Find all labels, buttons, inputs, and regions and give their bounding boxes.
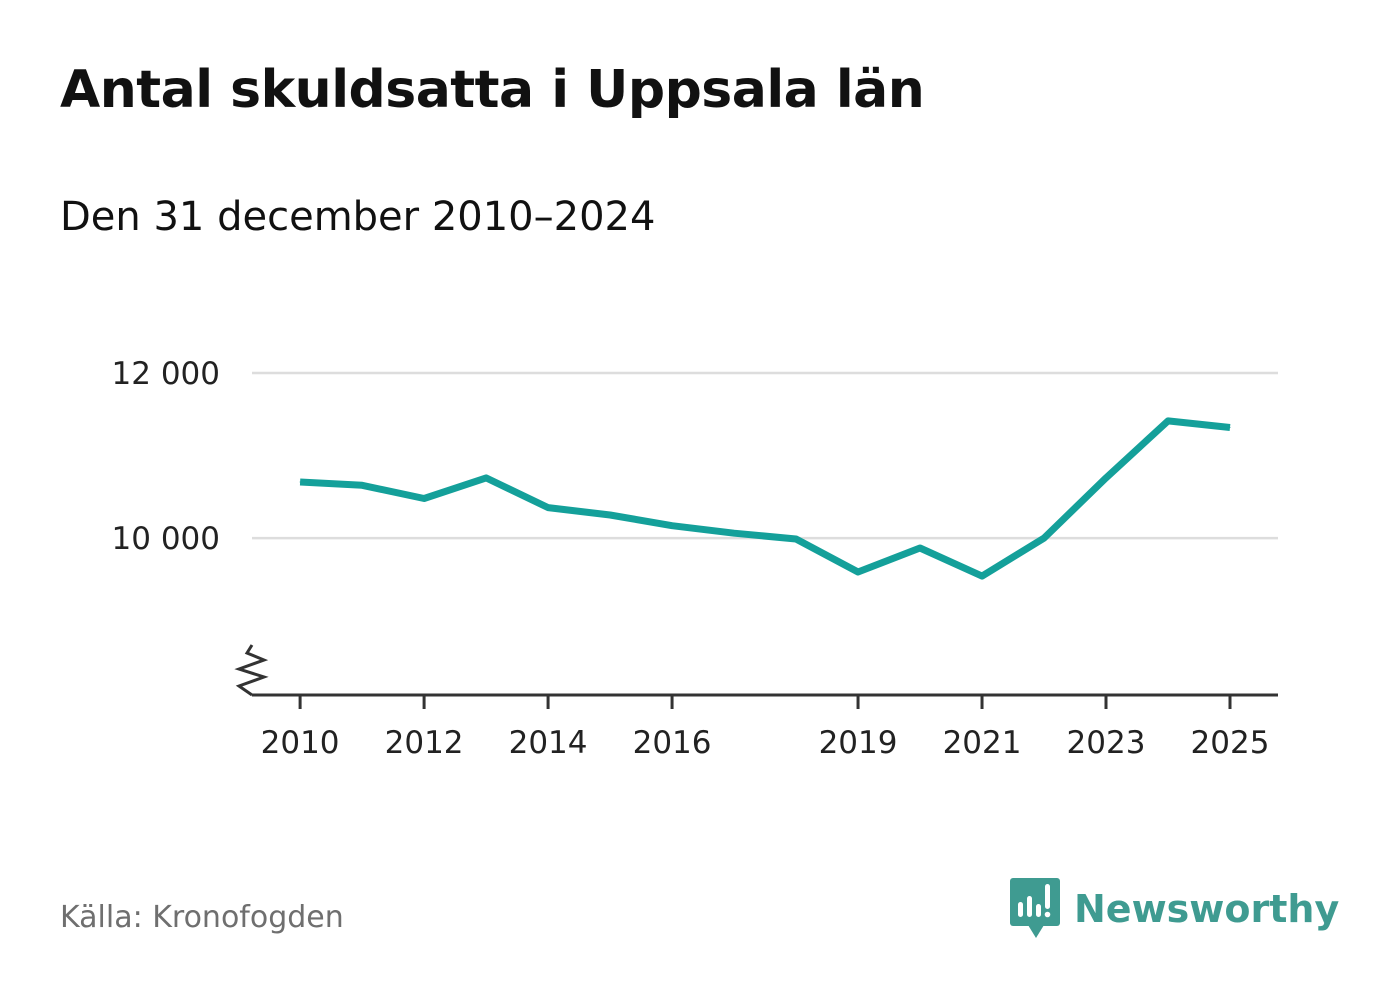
brand-logo: Newsworthy bbox=[1010, 878, 1339, 940]
data-point-2012 bbox=[423, 497, 425, 499]
y-axis-break-zigzag bbox=[234, 644, 269, 697]
x-tick-label-2023: 2023 bbox=[1067, 725, 1146, 761]
y-tick-labels: 10 000 12 000 bbox=[112, 356, 220, 557]
x-tick-label-2010: 2010 bbox=[261, 725, 340, 761]
data-point-2014 bbox=[547, 507, 549, 509]
chart-title: Antal skuldsatta i Uppsala län bbox=[60, 60, 925, 120]
source-note: Källa: Kronofogden bbox=[60, 900, 344, 935]
y-tick-label-10000: 10 000 bbox=[112, 521, 220, 557]
x-tick-label-2014: 2014 bbox=[509, 725, 588, 761]
gridlines bbox=[252, 371, 1278, 540]
y-tick-label-12000: 12 000 bbox=[112, 356, 220, 392]
brand-name: Newsworthy bbox=[1074, 887, 1340, 931]
x-axis: 2010 2012 2014 2016 2019 2021 2023 2025 bbox=[252, 693, 1278, 761]
data-point-2022 bbox=[1043, 537, 1045, 539]
data-point-2018 bbox=[795, 538, 797, 540]
data-point-2021 bbox=[981, 575, 983, 577]
data-point-2025 bbox=[1229, 426, 1231, 428]
x-tick-label-2016: 2016 bbox=[633, 725, 712, 761]
chart-subtitle: Den 31 december 2010–2024 bbox=[60, 194, 656, 240]
data-point-2024 bbox=[1167, 420, 1169, 422]
data-point-2023 bbox=[1105, 477, 1107, 479]
newsworthy-logo-icon bbox=[1010, 878, 1060, 938]
series-line-0 bbox=[299, 417, 1231, 580]
x-tick-label-2019: 2019 bbox=[819, 725, 898, 761]
data-point-2019 bbox=[857, 571, 859, 573]
data-point-2010 bbox=[299, 481, 301, 483]
axis-break-marker bbox=[234, 644, 269, 697]
data-series bbox=[299, 417, 1231, 580]
data-point-2013 bbox=[485, 477, 487, 479]
x-tick-label-2012: 2012 bbox=[385, 725, 464, 761]
data-point-2015 bbox=[609, 514, 611, 516]
data-point-2011 bbox=[361, 484, 363, 486]
data-point-2016 bbox=[671, 525, 673, 527]
data-point-2017 bbox=[733, 532, 735, 534]
data-point-2020 bbox=[919, 547, 921, 549]
x-tick-label-2021: 2021 bbox=[943, 725, 1022, 761]
x-tick-label-2025: 2025 bbox=[1191, 725, 1270, 761]
